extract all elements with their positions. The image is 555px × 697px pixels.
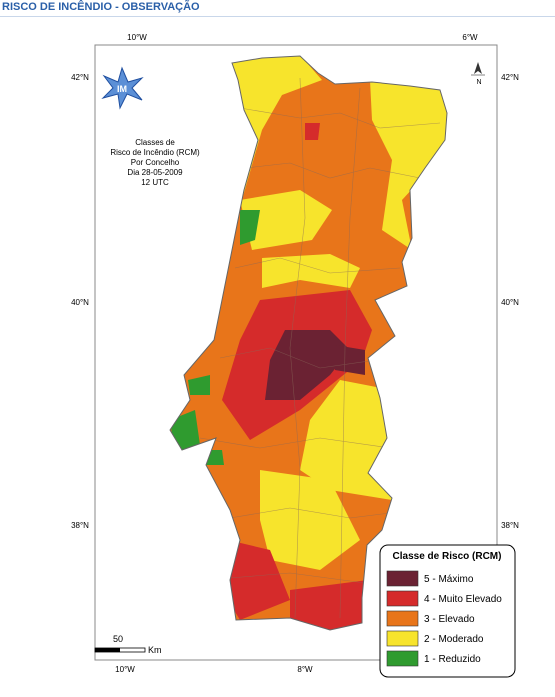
coord-label: 38°N [501, 521, 519, 530]
region [240, 210, 260, 245]
coord-label: 42°N [71, 73, 89, 82]
coord-label: 40°N [501, 298, 519, 307]
region [370, 80, 447, 250]
coord-label: 10°W [127, 33, 147, 42]
map: IM N 50 Km Classe de Risco (RCM) 10°W 6°W… [71, 33, 519, 678]
coord-label: 40°N [71, 298, 89, 307]
region [300, 380, 392, 500]
region [240, 190, 332, 250]
map-info: Por Concelho [131, 158, 180, 167]
legend-label: 1 - Reduzido [424, 654, 481, 665]
region [305, 123, 320, 140]
region [265, 330, 350, 400]
header: RISCO DE INCÊNDIO - OBSERVAÇÃO [0, 0, 555, 17]
logo: IM [101, 66, 144, 110]
map-info: 12 UTC [141, 178, 169, 187]
legend-swatch [386, 650, 419, 667]
region [260, 470, 360, 570]
legend-swatch [386, 590, 419, 607]
map-info: Risco de Incêndio (RCM) [110, 148, 200, 157]
coord-label: 10°W [115, 665, 135, 674]
legend-swatch [386, 630, 419, 647]
legend-label: 2 - Moderado [424, 634, 484, 645]
coord-label: 42°N [501, 73, 519, 82]
legend-label: 4 - Muito Elevado [424, 594, 502, 605]
region [290, 580, 368, 630]
legend-swatch [386, 570, 419, 587]
scale-value: 50 [113, 634, 123, 644]
scale-unit: Km [148, 645, 162, 655]
legend-label: 3 - Elevado [424, 614, 475, 625]
region [335, 345, 365, 375]
map-info: Classes de [135, 138, 175, 147]
legend-label: 5 - Máximo [424, 574, 474, 585]
north-label: N [476, 79, 481, 86]
coord-label: 8°W [297, 665, 313, 674]
map-info: Dia 28-05-2009 [127, 168, 183, 177]
region [262, 254, 360, 288]
header-title: RISCO DE INCÊNDIO - OBSERVAÇÃO [2, 1, 200, 13]
coord-label: 6°W [462, 33, 478, 42]
legend-swatch [386, 610, 419, 627]
coord-label: 38°N [71, 521, 89, 530]
scale-bar [95, 648, 120, 652]
legend-title: Classe de Risco (RCM) [393, 551, 502, 562]
north-arrow [471, 62, 485, 76]
logo-text: IM [117, 84, 127, 94]
region [188, 375, 210, 395]
region [222, 540, 290, 620]
